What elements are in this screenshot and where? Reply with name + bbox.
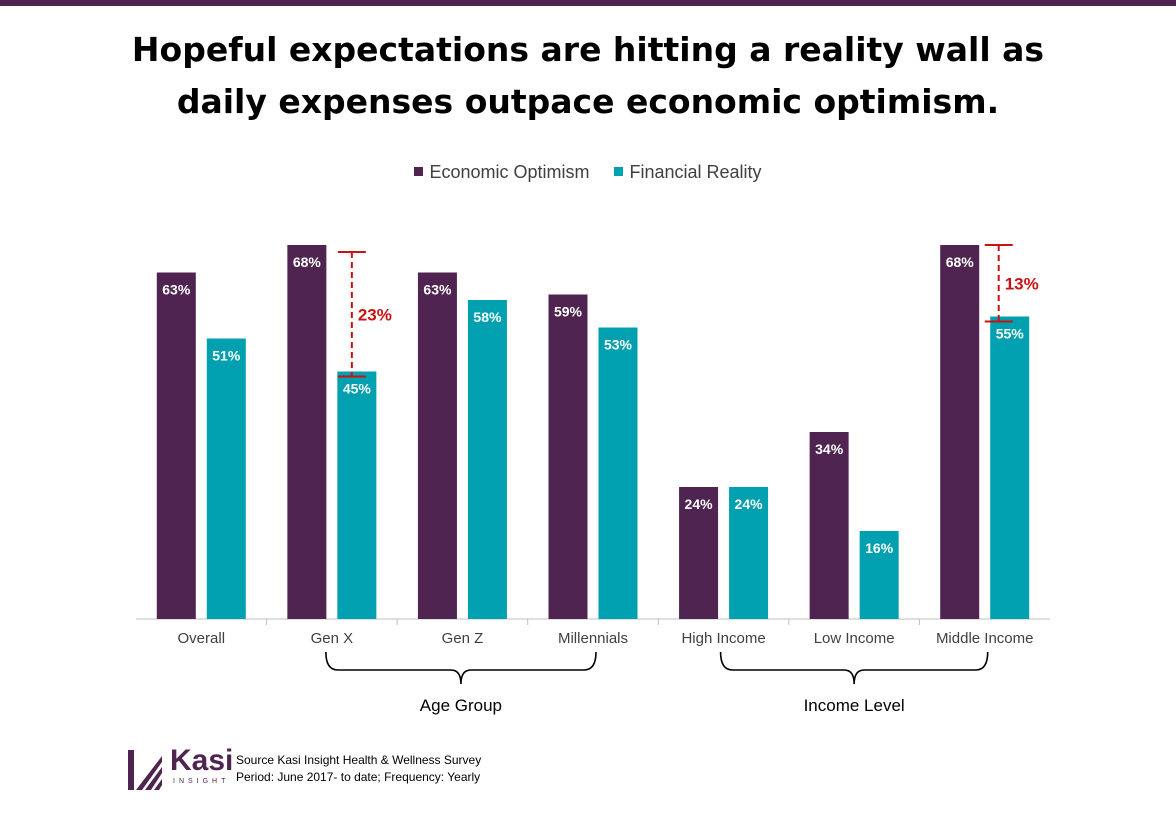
bar-reality-high-income bbox=[729, 487, 769, 619]
x-tick-label: Gen Z bbox=[442, 630, 484, 647]
bar-optimism-gen-x bbox=[287, 245, 327, 619]
data-label: 24% bbox=[735, 496, 764, 512]
logo-wordmark: Kasi bbox=[170, 744, 234, 777]
legend-item-reality: Financial Reality bbox=[614, 162, 762, 183]
data-label: 16% bbox=[865, 540, 894, 556]
bar-chart: 63% 51% Overall 68% 45% Gen X 63% 58% Gen Z 59% 53… bbox=[136, 244, 1050, 715]
legend-swatch-reality bbox=[614, 166, 624, 176]
bar-optimism-millennials bbox=[548, 294, 588, 619]
data-label: 68% bbox=[946, 254, 975, 270]
top-accent-bar bbox=[0, 0, 1176, 6]
x-tick-label: Gen X bbox=[311, 630, 354, 647]
x-tick-label: High Income bbox=[681, 630, 765, 647]
bar-reality-gen-z bbox=[467, 300, 507, 619]
bar-reality-middle-income bbox=[990, 316, 1030, 619]
kasi-logo-icon bbox=[128, 750, 162, 790]
data-label: 68% bbox=[293, 254, 322, 270]
source-line: Source Kasi Insight Health & Wellness Su… bbox=[236, 753, 482, 767]
source-note: Source Kasi Insight Health & Wellness Su… bbox=[236, 752, 481, 786]
legend-swatch-optimism bbox=[414, 166, 424, 176]
group-label: Age Group bbox=[420, 696, 502, 715]
bar-optimism-low-income bbox=[809, 432, 849, 619]
data-label: 53% bbox=[604, 337, 633, 353]
bar-optimism-overall bbox=[156, 272, 196, 619]
chart-title: Hopeful expectations are hitting a reali… bbox=[0, 24, 1176, 128]
data-label: 59% bbox=[554, 304, 583, 320]
group-bracket bbox=[325, 651, 597, 685]
x-tick-label: Low Income bbox=[814, 630, 895, 647]
period-line: Period: June 2017- to date; Frequency: Y… bbox=[236, 770, 481, 784]
data-label: 34% bbox=[815, 441, 844, 457]
data-label: 51% bbox=[212, 348, 241, 364]
data-label: 63% bbox=[162, 282, 191, 298]
bar-reality-low-income bbox=[859, 531, 899, 619]
title-line-1: Hopeful expectations are hitting a reali… bbox=[131, 30, 1045, 69]
gap-label: 23% bbox=[358, 305, 392, 324]
bar-reality-millennials bbox=[598, 327, 638, 619]
bar-optimism-middle-income bbox=[940, 245, 980, 619]
data-label: 24% bbox=[685, 496, 714, 512]
x-tick-label: Middle Income bbox=[936, 630, 1034, 647]
legend-label-reality: Financial Reality bbox=[629, 162, 762, 182]
legend: Economic Optimism Financial Reality bbox=[0, 162, 1176, 183]
bar-optimism-high-income bbox=[679, 487, 719, 619]
group-bracket bbox=[719, 651, 989, 685]
data-label: 58% bbox=[473, 309, 502, 325]
legend-label-optimism: Economic Optimism bbox=[429, 162, 590, 182]
logo-subtitle: INSIGHT bbox=[173, 778, 230, 785]
bar-reality-gen-x bbox=[337, 371, 377, 619]
legend-item-optimism: Economic Optimism bbox=[414, 162, 589, 183]
group-label: Income Level bbox=[804, 696, 905, 715]
gap-label: 13% bbox=[1005, 274, 1039, 293]
x-tick-label: Overall bbox=[178, 630, 226, 647]
x-tick-label: Millennials bbox=[558, 630, 628, 647]
data-label: 55% bbox=[996, 326, 1025, 342]
title-line-2: daily expenses outpace economic optimism… bbox=[176, 82, 1000, 121]
data-label: 45% bbox=[343, 381, 372, 397]
data-label: 63% bbox=[423, 282, 452, 298]
bar-optimism-gen-z bbox=[417, 272, 457, 619]
bar-reality-overall bbox=[206, 338, 246, 619]
